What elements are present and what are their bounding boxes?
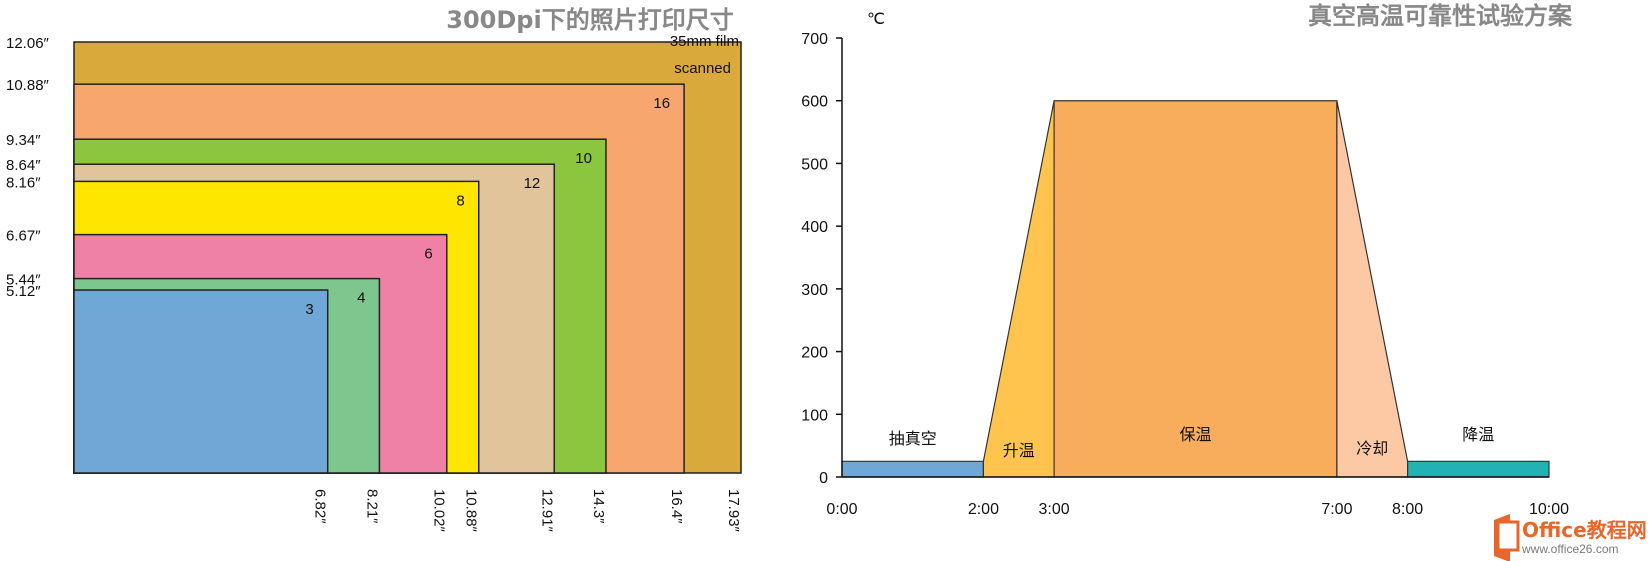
x-tick-label-1: 2:00 <box>968 501 999 518</box>
y-tick-label-7: 700 <box>801 31 828 48</box>
y-tick-label-3: 300 <box>801 282 828 299</box>
width-label-0: 6.82″ <box>312 489 329 524</box>
width-label-3: 10.88″ <box>463 489 480 533</box>
print-size-height-labels: 5.12″5.44″ 6.67″ 8.16″8.64″ 9.34″ 10.88″ 12.0… <box>6 35 50 300</box>
temperature-axes <box>841 38 1549 478</box>
y-tick-label-6: 600 <box>801 94 828 111</box>
y-tick-label-5: 500 <box>801 156 828 173</box>
photo-size-label-4: 12 <box>524 175 541 192</box>
height-label-5: 9.34″ <box>6 132 41 149</box>
phase-label-3: 冷却 <box>1356 439 1388 458</box>
phase-area-0 <box>841 460 985 478</box>
y-tick-label-4: 400 <box>801 219 828 236</box>
x-tick-label-5: 10:00 <box>1529 501 1569 518</box>
size-rect-0 <box>73 289 329 474</box>
photo-size-label-5: 10 <box>575 150 592 167</box>
height-label-3: 8.16″ <box>6 174 41 191</box>
phase-area-2 <box>1053 100 1338 478</box>
y-tick-label-2: 200 <box>801 345 828 362</box>
photo-size-label-1: 4 <box>357 290 365 307</box>
width-label-5: 14.3″ <box>590 489 607 524</box>
print-size-photo-labels: 3 4 6 8 12 10 16 35mm film scanned <box>305 33 739 318</box>
height-label-0: 5.12″ <box>6 283 41 300</box>
temperature-chart-title: 真空高温可靠性试验方案 <box>1308 2 1573 30</box>
phase-label-1: 升温 <box>1003 441 1035 460</box>
print-size-chart-title: 300Dpi下的照片打印尺寸 <box>446 6 733 34</box>
watermark-brand: Office教程网 <box>1522 518 1647 542</box>
width-label-2: 10.02″ <box>431 489 448 533</box>
phase-label-4: 降温 <box>1462 425 1494 444</box>
print-size-rects <box>73 41 742 474</box>
temperature-chart: 真空高温可靠性试验方案 ℃ 0 100 200 300 400 500 600 700 0:0… <box>801 2 1573 518</box>
y-tick-label-1: 100 <box>801 407 828 424</box>
y-axis-ticks: 0 100 200 300 400 500 600 700 <box>801 31 842 487</box>
phase-label-0: 抽真空 <box>889 429 937 448</box>
height-label-4: 8.64″ <box>6 157 41 174</box>
watermark-url: www.office26.com <box>1521 542 1619 556</box>
height-label-7: 12.06″ <box>6 35 50 52</box>
photo-size-label-6: 16 <box>653 95 670 112</box>
photo-size-label-2: 6 <box>424 246 432 263</box>
watermark: Office教程网 www.office26.com <box>1494 514 1647 561</box>
photo-size-label-3: 8 <box>456 192 464 209</box>
phase-label-2: 保温 <box>1179 425 1211 444</box>
phase-area-1 <box>982 100 1055 478</box>
print-size-chart: 300Dpi下的照片打印尺寸 5.12″5.44″ 6.67″ 8.16″8.64″… <box>6 6 742 533</box>
height-label-6: 10.88″ <box>6 77 50 94</box>
x-tick-label-0: 0:00 <box>826 501 857 518</box>
phase-area-4 <box>1406 460 1550 478</box>
x-axis-ticks: 0:00 2:00 3:00 7:00 8:00 10:00 <box>826 501 1569 518</box>
x-tick-label-4: 8:00 <box>1392 501 1423 518</box>
height-label-2: 6.67″ <box>6 228 41 245</box>
temperature-phase-areas <box>841 100 1550 478</box>
photo-size-label-7: 35mm film <box>670 33 739 50</box>
width-label-7: 17.93″ <box>725 489 742 533</box>
height-label-1: 5.44″ <box>6 272 41 289</box>
width-label-4: 12.91″ <box>538 489 555 533</box>
office-logo-icon-panel <box>1496 520 1520 552</box>
x-tick-label-3: 7:00 <box>1321 501 1352 518</box>
width-label-1: 8.21″ <box>363 489 380 524</box>
phase-area-3 <box>1336 100 1409 478</box>
photo-size-label-0: 3 <box>305 301 313 318</box>
y-tick-label-0: 0 <box>819 470 828 487</box>
print-size-width-labels: 6.82″ 8.21″ 10.02″ 10.88″ 12.91″ 14.3″ 16.4″ 17… <box>312 489 742 533</box>
photo-size-label-7-line2: scanned <box>674 60 731 77</box>
y-axis-unit-label: ℃ <box>867 11 885 28</box>
width-label-6: 16.4″ <box>668 489 685 524</box>
x-tick-label-2: 3:00 <box>1039 501 1070 518</box>
